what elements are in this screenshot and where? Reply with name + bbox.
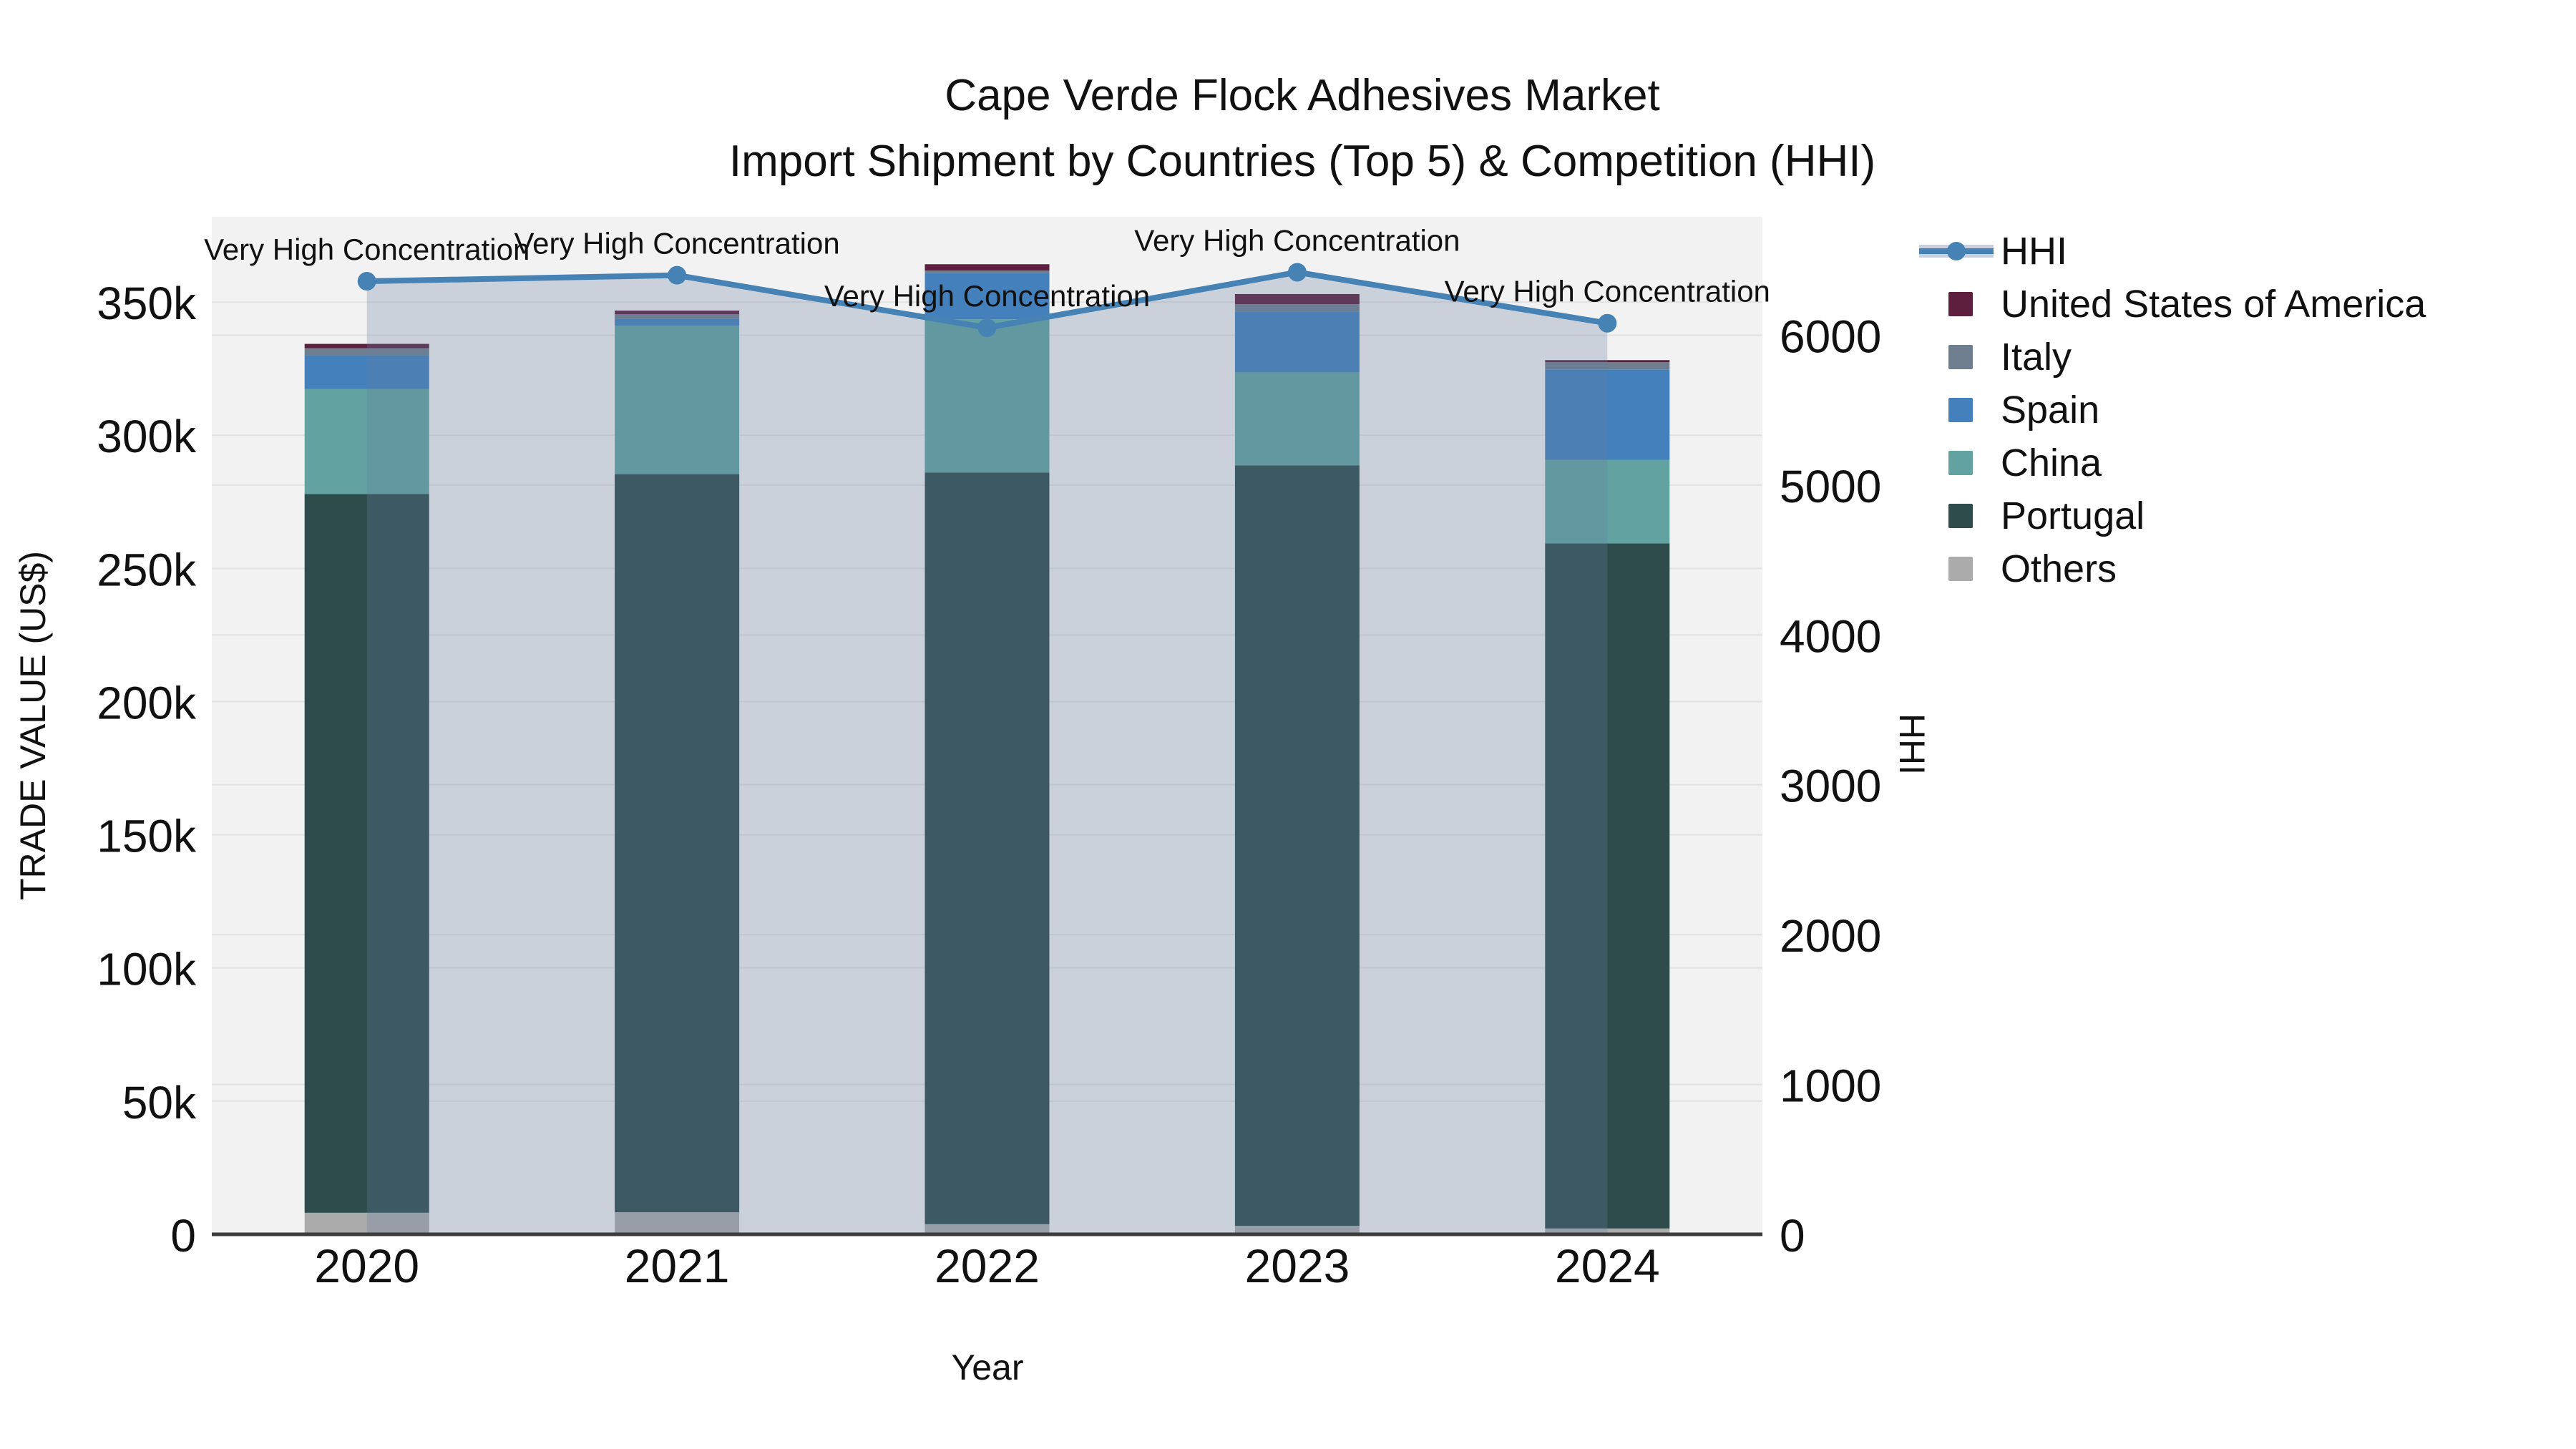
y-left-tick-label: 150k	[97, 811, 197, 862]
x-tick-label-2022: 2022	[935, 1239, 1040, 1292]
annotation-2022: Very High Concentration	[824, 279, 1150, 313]
legend-item-united-states-of-america[interactable]: United States of America	[1932, 278, 2426, 331]
chart-title-line2: Import Shipment by Countries (Top 5) & C…	[728, 137, 1876, 186]
y-left-tick-label: 0	[170, 1210, 196, 1262]
color-swatch	[1932, 292, 1989, 316]
y-right-tick-label: 2000	[1780, 910, 1881, 962]
x-tick-label-2023: 2023	[1244, 1239, 1350, 1292]
hhi-marker-2021[interactable]	[668, 265, 687, 285]
y-left-tick-label: 100k	[97, 944, 197, 995]
bar-segment-united-states-of-america-2023[interactable]	[1234, 293, 1360, 305]
color-swatch	[1932, 451, 1989, 475]
hhi-marker-2024[interactable]	[1598, 313, 1617, 333]
legend: HHI United States of America Italy Spain Chi…	[1919, 225, 2426, 595]
bar-segment-portugal-2022[interactable]	[924, 472, 1050, 1224]
bar-segment-italy-2022[interactable]	[924, 270, 1050, 273]
bar-segment-others-2023[interactable]	[1234, 1226, 1360, 1234]
annotation-2021: Very High Concentration	[514, 227, 839, 260]
bar-segment-china-2020[interactable]	[304, 389, 429, 494]
bar-segment-china-2023[interactable]	[1234, 372, 1360, 466]
bar-segment-spain-2021[interactable]	[615, 318, 740, 326]
annotation-2020: Very High Concentration	[204, 233, 530, 266]
bar-segment-united-states-of-america-2022[interactable]	[924, 264, 1050, 271]
hhi-legend-band	[1919, 242, 1994, 260]
x-axis-title: Year	[951, 1347, 1024, 1387]
y-left-tick-label: 250k	[97, 544, 197, 595]
legend-label: China	[2001, 441, 2102, 484]
y-right-tick-label: 4000	[1780, 610, 1881, 662]
y-right-tick-label: 3000	[1780, 761, 1881, 812]
bar-segment-china-2022[interactable]	[924, 319, 1050, 473]
bar-segment-china-2021[interactable]	[615, 326, 740, 474]
bar-segment-italy-2020[interactable]	[304, 348, 429, 356]
x-tick-label-2021: 2021	[625, 1239, 730, 1292]
chart-title-line1: Cape Verde Flock Adhesives Market	[945, 71, 1660, 120]
x-tick-label-2024: 2024	[1555, 1239, 1660, 1292]
annotation-2024: Very High Concentration	[1445, 275, 1770, 308]
legend-item-portugal[interactable]: Portugal	[1932, 489, 2426, 542]
legend-label: HHI	[2001, 230, 2067, 273]
y-left-tick-label: 200k	[97, 677, 197, 728]
legend-label: Portugal	[2001, 494, 2145, 537]
y-axis-title-left: TRADE VALUE (US$)	[13, 550, 53, 901]
legend-item-others[interactable]: Others	[1932, 542, 2426, 595]
bar-segment-united-states-of-america-2021[interactable]	[615, 311, 740, 315]
legend-item-spain[interactable]: Spain	[1932, 384, 2426, 436]
bar-segment-others-2022[interactable]	[924, 1224, 1050, 1234]
bar-segment-spain-2024[interactable]	[1545, 369, 1670, 460]
color-swatch	[1932, 557, 1989, 581]
y-right-tick-label: 6000	[1780, 311, 1881, 362]
x-tick-label-2020: 2020	[314, 1239, 419, 1292]
bar-segment-spain-2022[interactable]	[924, 273, 1050, 320]
y-axis-title-right: HHI	[1892, 713, 1932, 776]
bar-segment-others-2024[interactable]	[1545, 1228, 1670, 1234]
legend-item-italy[interactable]: Italy	[1932, 331, 2426, 384]
color-swatch	[1932, 345, 1989, 369]
y-right-tick-label: 5000	[1780, 461, 1881, 512]
legend-label: Spain	[2001, 389, 2100, 431]
legend-item-hhi[interactable]: HHI	[1919, 225, 2426, 278]
y-right-tick-label: 0	[1780, 1210, 1805, 1262]
color-swatch	[1932, 398, 1989, 422]
legend-label: Italy	[2001, 336, 2072, 379]
color-swatch	[1932, 504, 1989, 528]
hhi-marker-2023[interactable]	[1287, 263, 1307, 282]
bar-segment-united-states-of-america-2020[interactable]	[304, 343, 429, 348]
bar-segment-portugal-2020[interactable]	[304, 494, 429, 1213]
y-left-tick-label: 300k	[97, 411, 197, 462]
legend-item-china[interactable]: China	[1932, 436, 2426, 489]
bar-segment-italy-2021[interactable]	[615, 314, 740, 319]
bar-segment-italy-2024[interactable]	[1545, 362, 1670, 370]
annotation-2023: Very High Concentration	[1134, 223, 1460, 257]
bar-segment-portugal-2023[interactable]	[1234, 465, 1360, 1226]
bar-segment-china-2024[interactable]	[1545, 459, 1670, 544]
chart-title: Cape Verde Flock Adhesives Market Import…	[587, 63, 2018, 195]
bar-segment-spain-2023[interactable]	[1234, 311, 1360, 373]
bar-segment-others-2021[interactable]	[615, 1212, 740, 1234]
hhi-area-fill	[366, 272, 1608, 1234]
hhi-marker-2020[interactable]	[357, 272, 376, 291]
bar-segment-spain-2020[interactable]	[304, 355, 429, 389]
bar-segment-others-2020[interactable]	[304, 1212, 429, 1234]
bar-segment-united-states-of-america-2024[interactable]	[1545, 360, 1670, 363]
legend-label: Others	[2001, 547, 2117, 590]
y-right-tick-label: 1000	[1780, 1060, 1881, 1112]
y-left-tick-label: 350k	[97, 278, 197, 329]
hhi-line-swatch	[1919, 242, 1994, 260]
legend-label: United States of America	[2001, 283, 2426, 326]
bar-segment-portugal-2021[interactable]	[615, 474, 740, 1213]
bar-segment-italy-2023[interactable]	[1234, 304, 1360, 312]
bar-segment-portugal-2024[interactable]	[1545, 543, 1670, 1229]
hhi-marker-2022[interactable]	[977, 318, 997, 337]
y-left-tick-label: 50k	[122, 1077, 197, 1128]
